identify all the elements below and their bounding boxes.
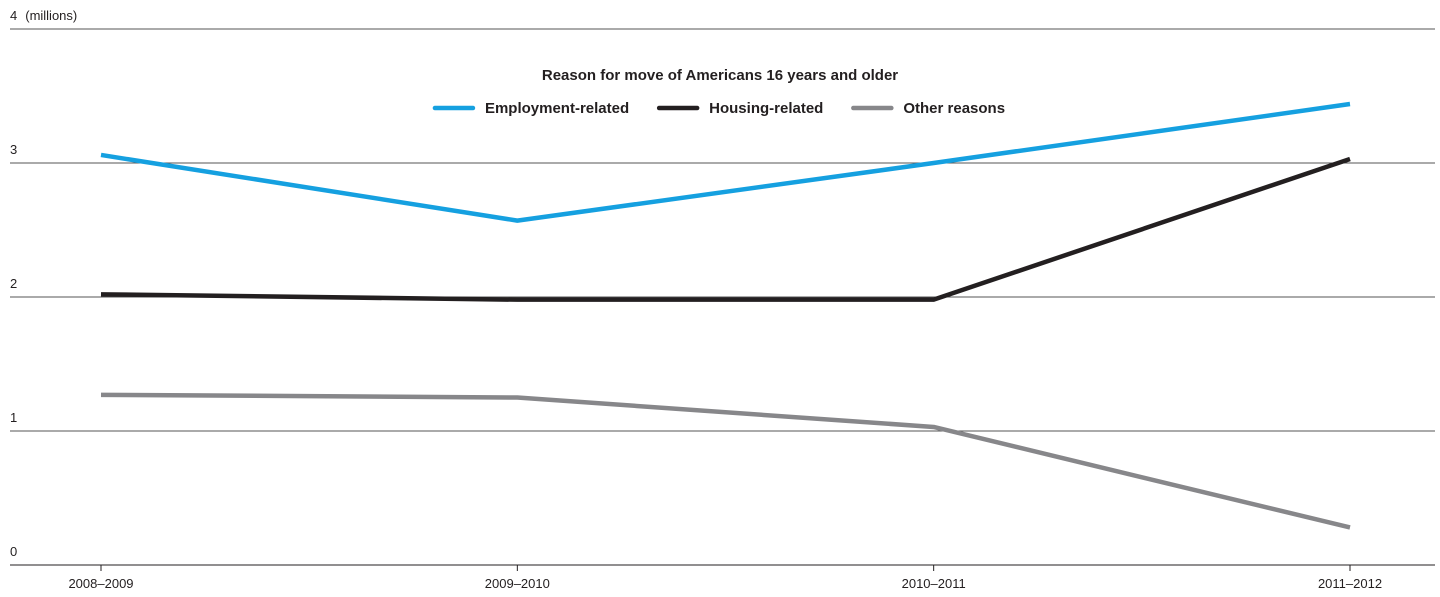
y-tick-label: 4 [10,8,17,23]
x-tick-label: 2011–2012 [1318,576,1382,591]
series-line [100,156,1351,302]
legend-label: Employment-related [485,100,629,117]
legend-label: Housing-related [709,100,823,117]
legend-label: Other reasons [903,100,1005,117]
y-tick-label: 0 [10,544,17,559]
x-tick-label: 2009–2010 [485,576,550,591]
y-axis-label: (millions) [25,8,77,23]
y-tick-label: 2 [10,276,17,291]
x-tick-label: 2008–2009 [68,576,133,591]
y-tick-label: 3 [10,142,17,157]
chart-title: Reason for move of Americans 16 years an… [542,67,898,84]
x-tick-label: 2010–2011 [902,576,966,591]
series-line [100,392,1351,530]
series-line [100,101,1351,223]
y-tick-label: 1 [10,410,17,425]
legend: Employment-related Housing-related Other r… [432,100,1005,117]
